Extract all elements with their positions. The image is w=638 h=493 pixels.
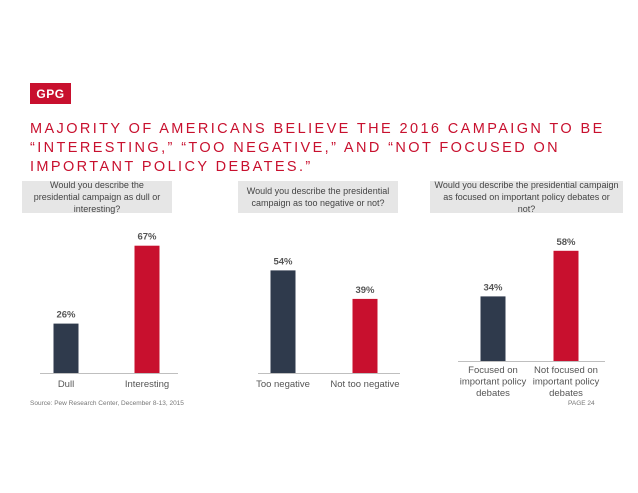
chart-3-category-label-2: Not focused on important policy debates [533,365,600,399]
chart-3-value-label-2: 58% [556,237,576,248]
chart-1-category-label-1: Dull [58,379,74,390]
chart-1-category-label-2: Interesting [125,379,169,390]
chart-2-bar-2 [352,298,378,373]
chart-3-bar-2 [553,250,579,361]
chart-2-bar-1 [270,270,296,373]
question-box-policy-debates: Would you describe the presidential camp… [430,180,623,214]
chart-3-bar-1 [480,296,506,361]
chart-1-value-label-2: 67% [137,232,157,243]
title-line-2: “INTERESTING,” “TOO NEGATIVE,” AND “NOT … [30,140,561,156]
chart-3-value-label-1: 34% [483,282,503,293]
chart-1-bar-2 [134,245,160,373]
chart-2-category-label-1: Too negative [256,379,310,390]
chart-2-value-label-2: 39% [355,285,375,296]
chart-1-value-label-1: 26% [56,310,76,321]
title-line-3: IMPORTANT POLICY DEBATES.” [30,159,313,175]
chart-2-category-label-2: Not too negative [330,379,399,390]
chart-2-value-label-1: 54% [273,256,293,267]
source-note: Source: Pew Research Center, December 8-… [30,400,184,407]
question-box-too-negative: Would you describe the presidential camp… [238,181,398,213]
page-title: MAJORITY OF AMERICANS BELIEVE THE 2016 C… [30,120,610,177]
title-line-1: MAJORITY OF AMERICANS BELIEVE THE 2016 C… [30,121,605,137]
question-box-dull-interesting: Would you describe the presidential camp… [22,180,172,214]
chart-3-category-label-1: Focused on important policy debates [460,365,527,399]
page-number: PAGE 24 [568,400,595,407]
gpg-logo: GPG [30,83,71,104]
chart-1-bar-1 [53,323,79,373]
